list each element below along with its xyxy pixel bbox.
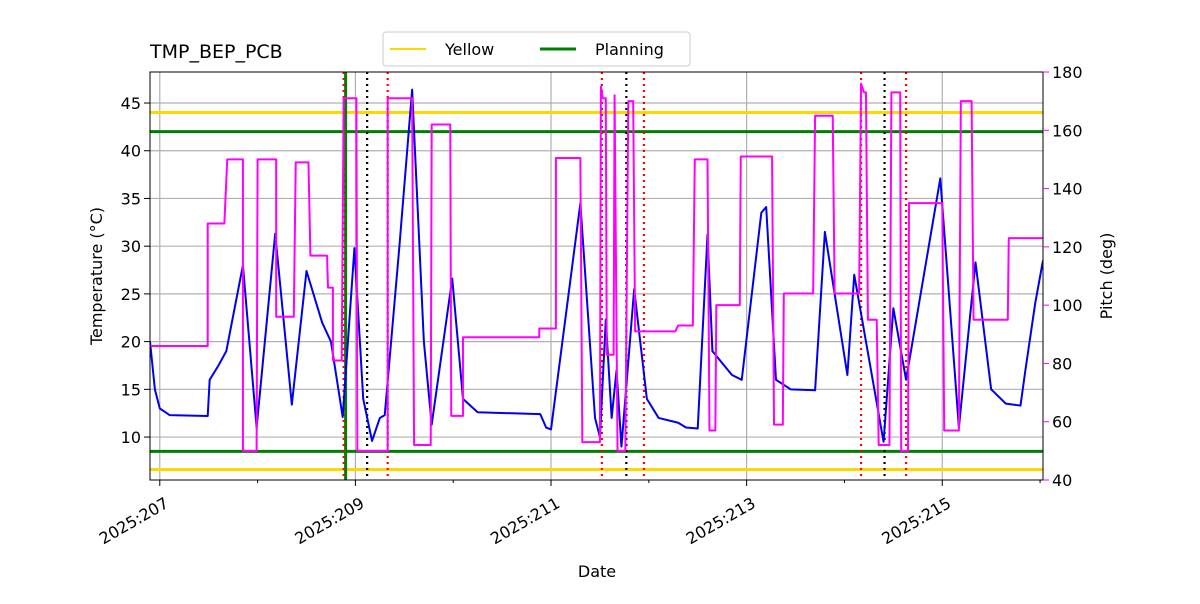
y2-tick-label: 140: [1052, 180, 1083, 199]
x-axis-label: Date: [578, 562, 616, 581]
legend-box: [382, 31, 691, 67]
plot-area: [150, 72, 1043, 480]
x-tick-label: 2025:207: [96, 493, 172, 548]
chart-title: TMP_BEP_PCB: [149, 41, 283, 63]
y-tick-label: 40: [121, 142, 141, 161]
x-tick-label: 2025:211: [487, 493, 563, 548]
y2-tick-label: 100: [1052, 296, 1083, 315]
y2-tick-label: 60: [1052, 413, 1072, 432]
data-line: [150, 82, 1043, 452]
y2-tick-label: 160: [1052, 121, 1083, 140]
y-tick-label: 30: [121, 237, 141, 256]
legend-label: Planning: [595, 40, 664, 59]
x-tick-label: 2025:209: [292, 493, 368, 548]
y2-tick-label: 180: [1052, 63, 1083, 82]
legend: Yellow Planning: [382, 31, 691, 67]
y-tick-label: 25: [121, 285, 141, 304]
y-tick-label: 35: [121, 189, 141, 208]
x-tick-label: 2025:215: [878, 493, 954, 548]
grid: [150, 72, 1043, 480]
y-tick-label: 15: [121, 380, 141, 399]
y2-axis-label: Pitch (deg): [1097, 233, 1116, 320]
x-tick-label: 2025:213: [683, 493, 759, 548]
y2-tick-label: 40: [1052, 471, 1072, 490]
y-axis-label: Temperature (°C): [87, 207, 106, 346]
legend-label: Yellow: [444, 40, 494, 59]
y2-tick-label: 80: [1052, 354, 1072, 373]
plot-frame: [149, 71, 1044, 481]
y2-tick-label: 120: [1052, 238, 1083, 257]
y-tick-label: 10: [121, 428, 141, 447]
y-tick-label: 45: [121, 94, 141, 113]
y-tick-label: 20: [121, 333, 141, 352]
